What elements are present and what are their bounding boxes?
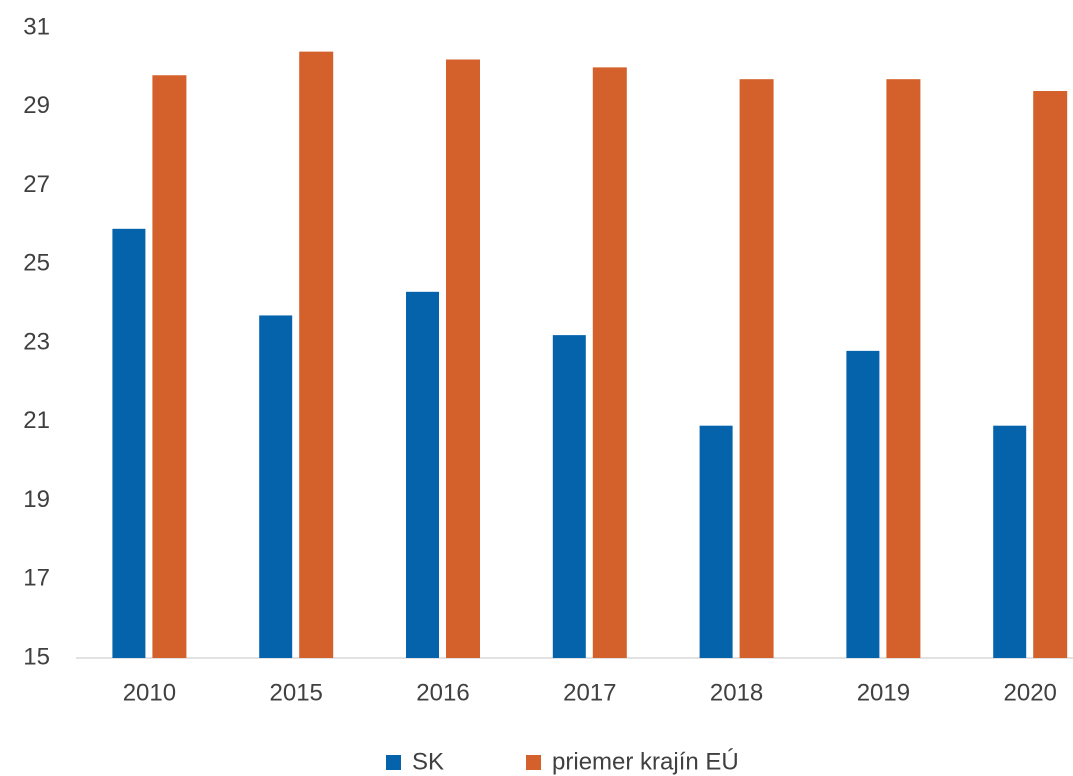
x-tick-label: 2020 xyxy=(1004,679,1057,706)
bar xyxy=(739,79,774,658)
x-tick-label: 2010 xyxy=(123,679,176,706)
y-tick-label: 27 xyxy=(23,171,50,198)
y-tick-label: 29 xyxy=(23,92,50,119)
y-tick-label: 23 xyxy=(23,328,50,355)
bar xyxy=(1033,91,1068,658)
legend-label: priemer krajín EÚ xyxy=(552,748,739,775)
bar xyxy=(552,335,586,658)
x-tick-label: 2018 xyxy=(710,679,763,706)
legend-swatch xyxy=(386,755,401,770)
x-tick-label: 2016 xyxy=(416,679,469,706)
y-tick-label: 15 xyxy=(23,643,50,670)
bar xyxy=(299,51,334,658)
x-tick-label: 2015 xyxy=(270,679,323,706)
x-tick-label: 2017 xyxy=(563,679,616,706)
y-tick-label: 31 xyxy=(23,13,50,40)
bar xyxy=(699,425,733,658)
bar xyxy=(592,67,627,658)
bar xyxy=(112,228,146,658)
legend-swatch xyxy=(526,755,542,770)
y-tick-label: 19 xyxy=(23,486,50,513)
bar xyxy=(446,59,480,658)
bar xyxy=(259,315,293,658)
bar xyxy=(993,425,1027,658)
bar xyxy=(846,350,880,658)
x-tick-label: 2019 xyxy=(857,679,910,706)
y-tick-label: 17 xyxy=(23,565,50,592)
bar xyxy=(406,291,439,658)
y-tick-label: 21 xyxy=(23,407,50,434)
bar xyxy=(886,79,921,658)
legend-label: SK xyxy=(412,748,444,775)
y-tick-label: 25 xyxy=(23,250,50,277)
bar xyxy=(152,75,187,658)
